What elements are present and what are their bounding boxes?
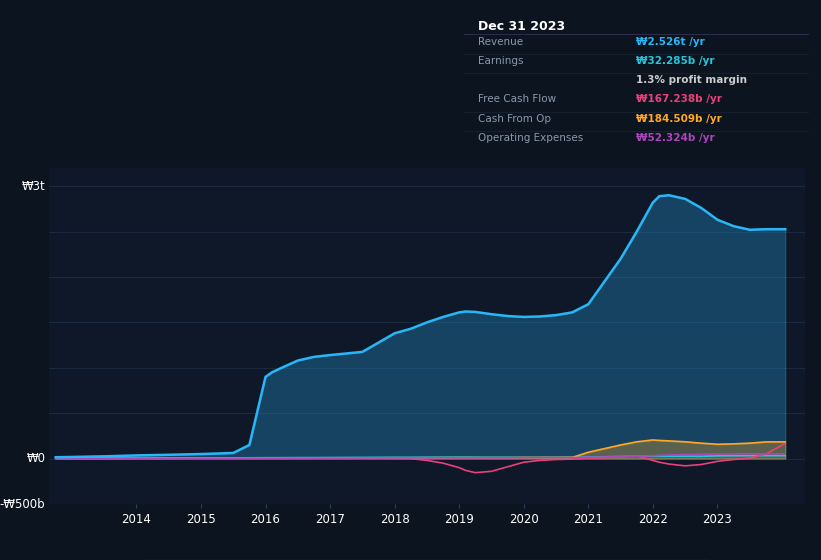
Text: Dec 31 2023: Dec 31 2023 <box>478 20 565 32</box>
Text: ₩52.324b /yr: ₩52.324b /yr <box>636 133 715 143</box>
Text: ₩3t: ₩3t <box>21 180 45 193</box>
Text: ₩167.238b /yr: ₩167.238b /yr <box>636 95 722 105</box>
Text: Revenue: Revenue <box>478 36 523 46</box>
Text: ₩184.509b /yr: ₩184.509b /yr <box>636 114 722 124</box>
Text: ₩32.285b /yr: ₩32.285b /yr <box>636 56 715 66</box>
Text: ₩0: ₩0 <box>26 452 45 465</box>
Text: Free Cash Flow: Free Cash Flow <box>478 95 556 105</box>
Text: 1.3% profit margin: 1.3% profit margin <box>636 75 747 85</box>
Text: Earnings: Earnings <box>478 56 523 66</box>
Text: Cash From Op: Cash From Op <box>478 114 551 124</box>
Text: -₩500b: -₩500b <box>0 497 45 511</box>
Text: Operating Expenses: Operating Expenses <box>478 133 583 143</box>
Text: ₩2.526t /yr: ₩2.526t /yr <box>636 36 705 46</box>
